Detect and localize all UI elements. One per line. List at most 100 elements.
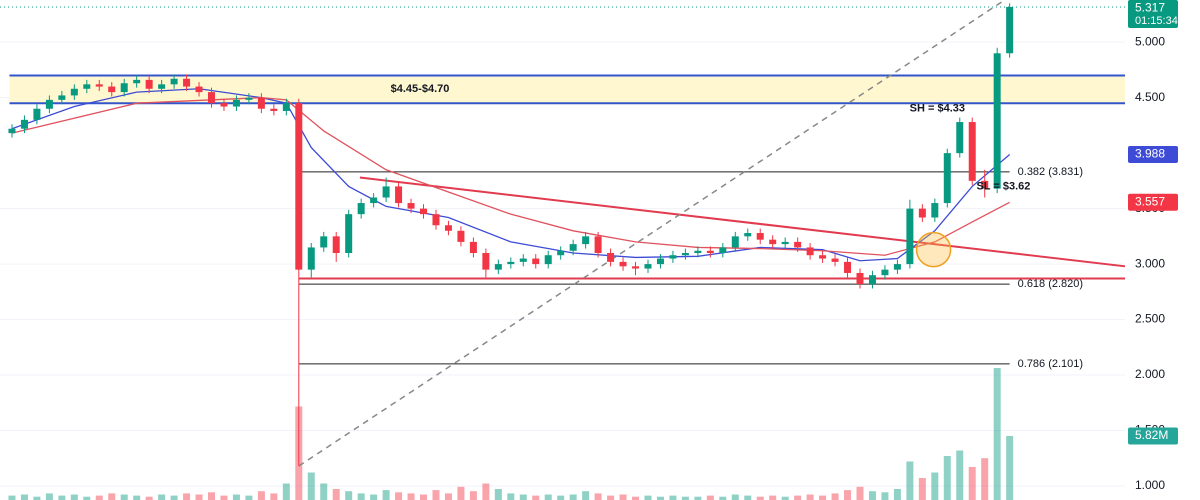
volume-bar [8,495,16,500]
volume-bar [781,496,789,500]
volume-bar [33,496,41,500]
annotation: SH = $4.33 [910,103,965,115]
candle-body [956,122,964,154]
candle-body [1006,6,1014,54]
candle-body [282,103,290,111]
candle-body [744,233,752,237]
y-tick-label: 3.000 [1135,256,1165,270]
volume-bar [232,494,240,500]
price-badge-label: 3.557 [1135,194,1165,208]
volume-bar [582,491,590,500]
volume-bar [395,492,403,500]
candle-body [345,214,353,253]
volume-bar [669,495,677,500]
candle-body [669,255,677,259]
candle-body [183,78,191,87]
volume-bar [220,495,228,500]
candle-body [918,208,926,218]
y-tick-label: 1.000 [1135,478,1165,492]
volume-bar [806,494,814,500]
volume-bar [719,496,727,500]
volume-bar [632,496,640,500]
candle-body [58,95,66,100]
moving-average [11,96,1010,256]
candle-body [507,261,515,265]
candle-body [8,128,16,134]
volume-bar [856,486,864,500]
volume-bar [993,367,1001,500]
candle-body [607,252,615,262]
volume-bar [844,490,852,500]
volume-bar [881,492,889,500]
candle-body [794,241,802,248]
volume-bar [619,494,627,500]
candle-body [594,236,602,253]
candle-body [482,252,490,270]
candle-body [158,84,166,89]
volume-bar [968,466,976,500]
volume-bar [108,493,116,500]
candle-body [993,53,1001,189]
candle-body [706,250,714,253]
candle-body [270,108,278,111]
candle-body [943,153,951,204]
volume-bar [744,495,752,500]
candle-body [931,203,939,218]
candle-body [120,83,128,93]
countdown: 01:15:34 [1135,15,1178,27]
price-badge [1128,193,1178,211]
candle-body [407,203,415,209]
fib-label: 0.786 (2.101) [1018,358,1083,370]
volume-bar [569,494,577,500]
candle-body [320,236,328,248]
volume-bar [519,494,527,500]
candle-body [395,186,403,204]
volume-bar [120,494,128,500]
y-tick-label: 4.500 [1135,90,1165,104]
candle-body [844,261,852,273]
volume-bar [170,495,178,500]
volume-bar [183,493,191,500]
candle-body [719,247,727,253]
fib-label: 0.382 (3.831) [1018,166,1083,178]
candle-body [968,122,976,181]
candle-body [245,97,253,100]
volume-bar [494,488,502,500]
candle-body [457,230,465,242]
volume-bar [145,496,153,500]
annotation: SL = $3.62 [976,180,1030,192]
price-badge-label: 5.317 [1135,1,1165,15]
volume-bar [943,455,951,500]
volume-bar [819,495,827,500]
volume-bar [420,494,428,500]
volume-bar [507,493,515,500]
candle-body [694,250,702,253]
candle-body [33,108,41,120]
candle-body [893,264,901,270]
candle-body [195,86,203,93]
fib-label: 0.618 (2.820) [1018,278,1083,290]
y-tick-label: 5.000 [1135,34,1165,48]
candle-body [295,103,303,270]
candle-body [557,250,565,256]
volume-bar [906,461,914,500]
candle-body [806,247,814,256]
candle-body [45,99,53,109]
candle-body [532,258,540,265]
candle-body [382,186,390,198]
candle-body [70,88,78,96]
volume-bar [320,483,328,500]
price-axis [1125,0,1200,500]
price-badge-label: 3.988 [1135,147,1165,161]
y-tick-label: 2.500 [1135,312,1165,326]
volume-bar [45,493,53,500]
volume-bar [956,450,964,500]
volume-bar [382,490,390,500]
candle-body [83,84,91,89]
volume-bar [332,488,340,500]
candle-body [781,241,789,245]
volume-bar [307,472,315,500]
volume-bar [270,493,278,500]
candle-body [819,255,827,259]
candle-body [145,79,153,89]
